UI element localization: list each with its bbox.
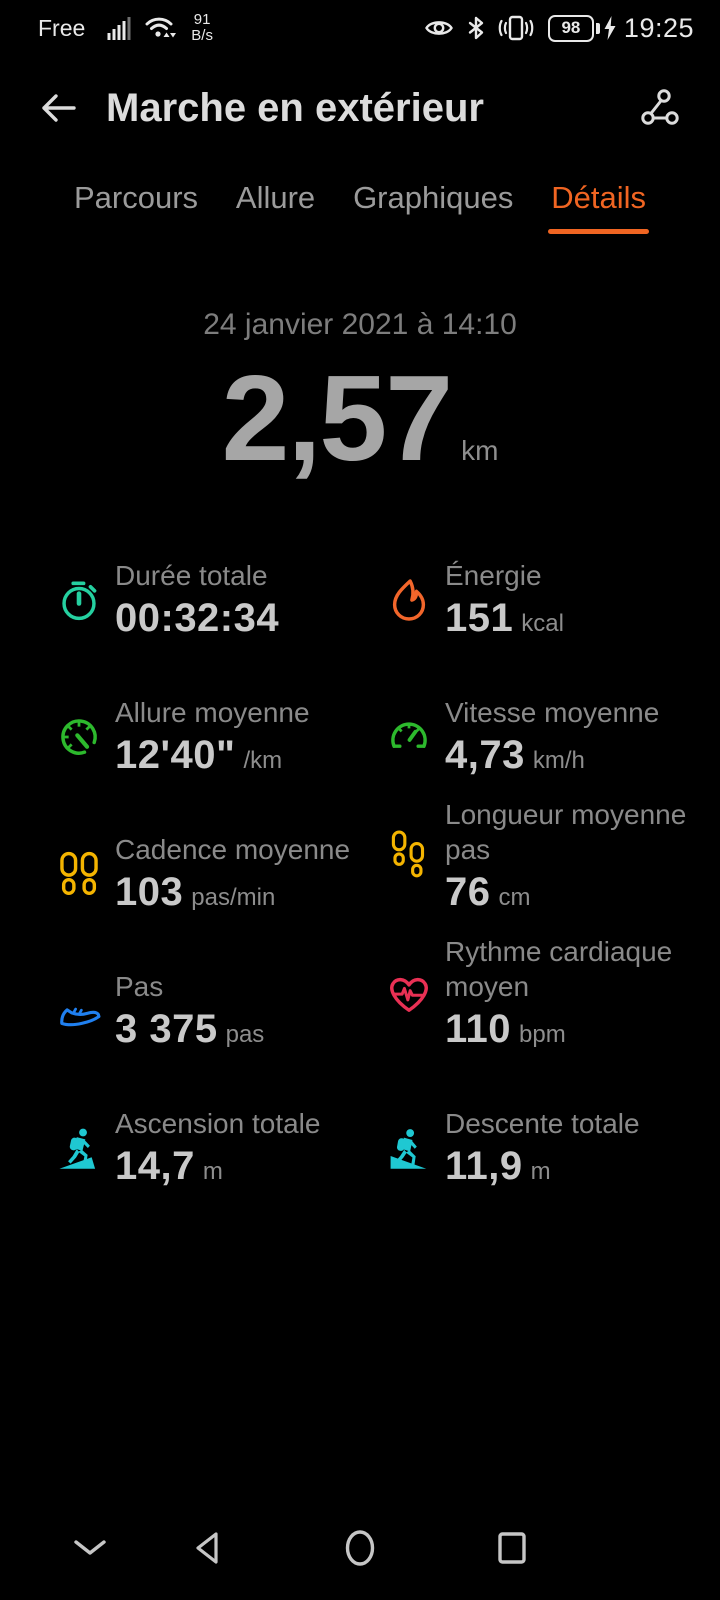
battery-icon: 98 — [547, 14, 600, 42]
stat-average-speed: Vitesse moyenne 4,73 km/h — [385, 695, 715, 788]
stat-label: Allure moyenne — [115, 697, 310, 728]
footprints-icon — [55, 849, 103, 899]
hiker-ascent-icon — [55, 1125, 103, 1171]
pace-gauge-icon — [55, 714, 103, 760]
stat-value: 14,7 — [115, 1144, 195, 1188]
running-shoe-icon — [55, 988, 103, 1034]
stat-value: 12'40" — [115, 733, 236, 777]
network-speed: 91 B/s — [191, 12, 213, 44]
tab-label: Allure — [235, 180, 316, 215]
stat-label: Durée totale — [115, 560, 268, 591]
back-button[interactable] — [38, 91, 78, 125]
heart-rate-icon — [385, 971, 433, 1015]
charging-bolt-icon — [604, 16, 616, 40]
stat-unit: bpm — [519, 1021, 566, 1048]
stat-unit: km/h — [532, 747, 585, 774]
stat-average-pace: Allure moyenne 12'40" /km — [55, 695, 385, 788]
stat-average-cadence: Cadence moyenne 103 pas/min — [55, 832, 385, 925]
stat-value: 3 375 — [115, 1007, 218, 1051]
stat-total-descent: Descente totale 11,9 m — [385, 1106, 715, 1199]
active-tab-underline — [548, 229, 649, 234]
hide-navbar-chevron-icon — [74, 1539, 106, 1555]
tab-label: Détails — [551, 180, 646, 215]
tab-allure[interactable]: Allure — [236, 180, 315, 234]
stat-unit: cm — [498, 884, 531, 911]
stat-label: Rythme cardiaque moyen — [445, 936, 673, 1002]
stat-label: Vitesse moyenne — [445, 697, 660, 728]
workout-datetime: 24 janvier 2021 à 14:10 — [203, 308, 517, 341]
stat-average-heart-rate: Rythme cardiaque moyen 110 bpm — [385, 934, 715, 1062]
stat-unit: pas — [225, 1021, 265, 1048]
stat-total-ascent: Ascension totale 14,7 m — [55, 1106, 385, 1199]
tab-details[interactable]: Détails — [548, 180, 649, 234]
stat-label: Pas — [115, 971, 164, 1002]
network-speed-value: 91 — [193, 11, 211, 28]
stat-duration: Durée totale 00:32:34 — [55, 558, 385, 651]
stat-average-step-length: Longueur moyenne pas 76 cm — [385, 797, 715, 925]
status-bar: Free 91 B/s — [0, 0, 720, 50]
battery-level: 98 — [561, 18, 581, 37]
share-route-icon — [641, 89, 679, 125]
stat-value: 00:32:34 — [115, 596, 280, 640]
tab-label: Graphiques — [353, 180, 514, 215]
wifi-icon — [145, 15, 177, 41]
page-title: Marche en extérieur — [106, 85, 484, 130]
android-recents-button[interactable] — [498, 1531, 526, 1564]
speed-gauge-icon — [385, 714, 433, 760]
stat-label: Ascension totale — [115, 1108, 321, 1139]
stat-unit: kcal — [521, 610, 564, 637]
stat-value: 151 — [445, 596, 514, 640]
stat-unit: /km — [243, 747, 283, 774]
hiker-descent-icon — [385, 1125, 433, 1171]
share-button[interactable] — [636, 88, 682, 128]
eye-comfort-icon — [424, 17, 454, 39]
stat-energy: Énergie 151 kcal — [385, 558, 715, 651]
tab-graphiques[interactable]: Graphiques — [353, 180, 513, 234]
stat-value: 76 — [445, 870, 491, 914]
stat-unit: pas/min — [191, 884, 276, 911]
stat-unit: m — [202, 1158, 223, 1185]
android-recents-icon — [498, 1531, 526, 1564]
footprints-staggered-icon — [385, 830, 433, 882]
tab-parcours[interactable]: Parcours — [74, 180, 198, 234]
stat-value: 103 — [115, 870, 184, 914]
tab-bar: Parcours Allure Graphiques Détails — [0, 180, 720, 234]
stopwatch-icon — [55, 577, 103, 623]
stat-unit: m — [530, 1158, 551, 1185]
stat-label: Descente totale — [445, 1108, 640, 1139]
android-back-button[interactable] — [194, 1531, 220, 1565]
stat-steps: Pas 3 375 pas — [55, 969, 385, 1062]
android-home-button[interactable] — [344, 1529, 376, 1567]
stat-value: 11,9 — [445, 1144, 523, 1188]
android-nav-bar — [0, 1495, 720, 1600]
stat-value: 4,73 — [445, 733, 525, 777]
vibrate-icon — [498, 15, 534, 41]
bluetooth-icon — [466, 15, 486, 41]
flame-icon — [385, 577, 433, 623]
header: Marche en extérieur — [0, 70, 720, 146]
distance-unit: km — [461, 435, 499, 466]
android-back-icon — [196, 1531, 218, 1564]
stat-label: Cadence moyenne — [115, 834, 351, 865]
total-distance: 2,57 km — [0, 348, 720, 488]
hide-navbar-button[interactable] — [73, 1539, 107, 1557]
distance-value: 2,57 — [221, 350, 453, 486]
android-home-icon — [345, 1529, 375, 1566]
network-speed-unit: B/s — [191, 27, 213, 44]
stat-label: Longueur moyenne pas — [445, 799, 687, 865]
stat-label: Énergie — [445, 560, 542, 591]
stat-value: 110 — [445, 1007, 512, 1051]
back-arrow-icon — [42, 94, 76, 122]
signal-strength-icon — [107, 16, 133, 40]
stats-grid: Durée totale 00:32:34 Énergie 151 kcal — [0, 514, 720, 1199]
tab-label: Parcours — [74, 180, 199, 215]
clock: 19:25 — [623, 12, 694, 43]
carrier-label: Free — [38, 14, 86, 41]
